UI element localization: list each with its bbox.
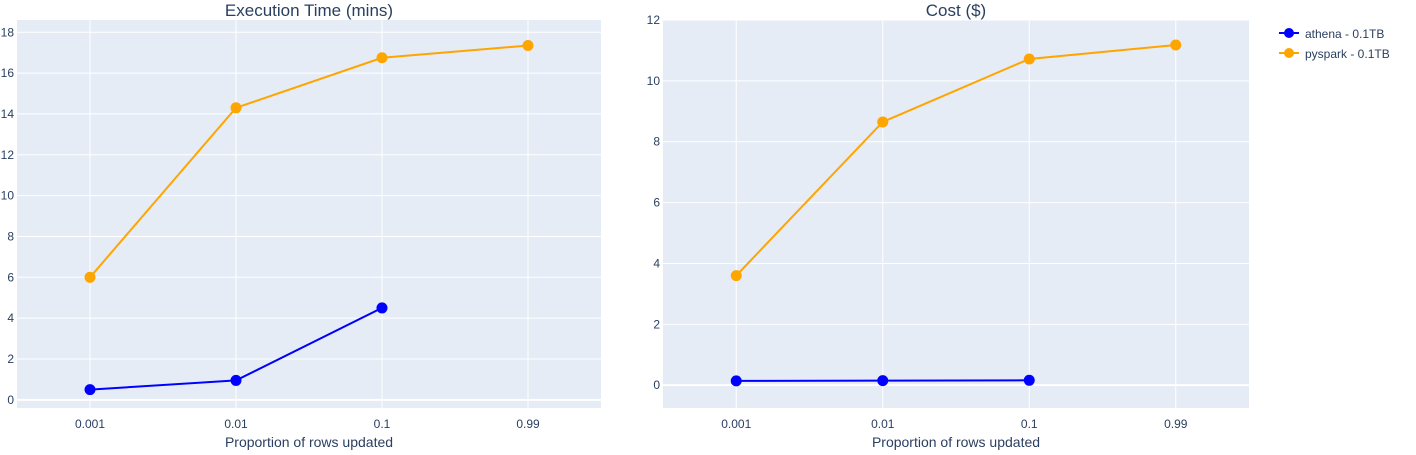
data-point-pyspark[interactable] — [1170, 39, 1182, 51]
x-tick-label: 0.99 — [516, 417, 540, 431]
gridlines — [17, 20, 601, 408]
y-tick-label: 6 — [653, 196, 660, 210]
legend-label: athena - 0.1TB — [1305, 27, 1384, 41]
y-tick-label: 8 — [7, 229, 14, 243]
data-point-pyspark[interactable] — [522, 40, 534, 52]
plot-background — [663, 20, 1249, 408]
gridlines — [663, 19, 1249, 408]
x-tick-label: 0.001 — [75, 417, 105, 431]
y-tick-label: 14 — [1, 107, 15, 121]
y-tick-label: 18 — [1, 25, 15, 39]
data-point-athena[interactable] — [877, 375, 889, 387]
legend-label: pyspark - 0.1TB — [1305, 47, 1390, 61]
legend: athena - 0.1TB pyspark - 0.1TB — [1279, 27, 1390, 61]
y-tick-labels: 0 2 4 6 8 10 12 14 16 18 — [1, 25, 15, 407]
chart-title: Execution Time (mins) — [225, 1, 393, 20]
series-line-pyspark — [735, 43, 1176, 277]
legend-marker-icon — [1284, 28, 1294, 38]
y-tick-label: 8 — [653, 135, 660, 149]
execution-time-chart: 0 2 4 6 8 10 12 14 16 18 0.001 0.01 0.1 0.99 Executi… — [1, 1, 601, 450]
x-tick-label: 0.1 — [374, 417, 391, 431]
x-axis-label: Proportion of rows updated — [225, 434, 393, 450]
data-point-athena[interactable] — [84, 384, 96, 396]
y-tick-label: 2 — [7, 352, 14, 366]
data-point-athena[interactable] — [230, 374, 242, 386]
y-tick-label: 2 — [653, 317, 660, 331]
x-axis-label: Proportion of rows updated — [872, 434, 1040, 450]
x-tick-labels: 0.001 0.01 0.1 0.99 — [721, 417, 1188, 431]
x-tick-labels: 0.001 0.01 0.1 0.99 — [75, 417, 540, 431]
legend-item-athena[interactable]: athena - 0.1TB — [1279, 27, 1384, 41]
chart-title: Cost ($) — [926, 1, 986, 20]
data-point-pyspark[interactable] — [230, 102, 242, 114]
plot-background — [17, 20, 601, 408]
cost-chart: 0 2 4 6 8 10 12 0.001 0.01 0.1 0.99 Cost ($) Prop… — [647, 1, 1249, 450]
data-point-athena[interactable] — [1023, 374, 1035, 386]
x-tick-label: 0.001 — [721, 417, 751, 431]
data-points — [84, 40, 534, 396]
x-tick-label: 0.1 — [1021, 417, 1038, 431]
data-point-pyspark[interactable] — [877, 116, 889, 128]
y-tick-label: 6 — [7, 270, 14, 284]
x-tick-label: 0.01 — [224, 417, 248, 431]
legend-marker-icon — [1284, 48, 1294, 58]
data-points — [730, 39, 1182, 387]
y-tick-label: 12 — [1, 148, 15, 162]
y-tick-label: 0 — [653, 378, 660, 392]
y-tick-labels: 0 2 4 6 8 10 12 — [647, 13, 661, 392]
data-point-pyspark[interactable] — [84, 271, 96, 283]
x-tick-label: 0.99 — [1164, 417, 1188, 431]
data-point-pyspark[interactable] — [376, 52, 388, 64]
data-point-athena[interactable] — [376, 302, 388, 314]
legend-item-pyspark[interactable]: pyspark - 0.1TB — [1279, 47, 1390, 61]
series-line-pyspark — [89, 44, 529, 278]
y-tick-label: 0 — [7, 393, 14, 407]
y-tick-label: 12 — [647, 13, 661, 27]
y-tick-label: 4 — [7, 311, 14, 325]
y-tick-label: 4 — [653, 256, 660, 270]
y-tick-label: 10 — [1, 189, 15, 203]
y-tick-label: 10 — [647, 74, 661, 88]
data-point-pyspark[interactable] — [730, 270, 742, 282]
y-tick-label: 16 — [1, 66, 15, 80]
data-point-pyspark[interactable] — [1023, 53, 1035, 65]
x-tick-label: 0.01 — [871, 417, 895, 431]
data-point-athena[interactable] — [730, 375, 742, 387]
